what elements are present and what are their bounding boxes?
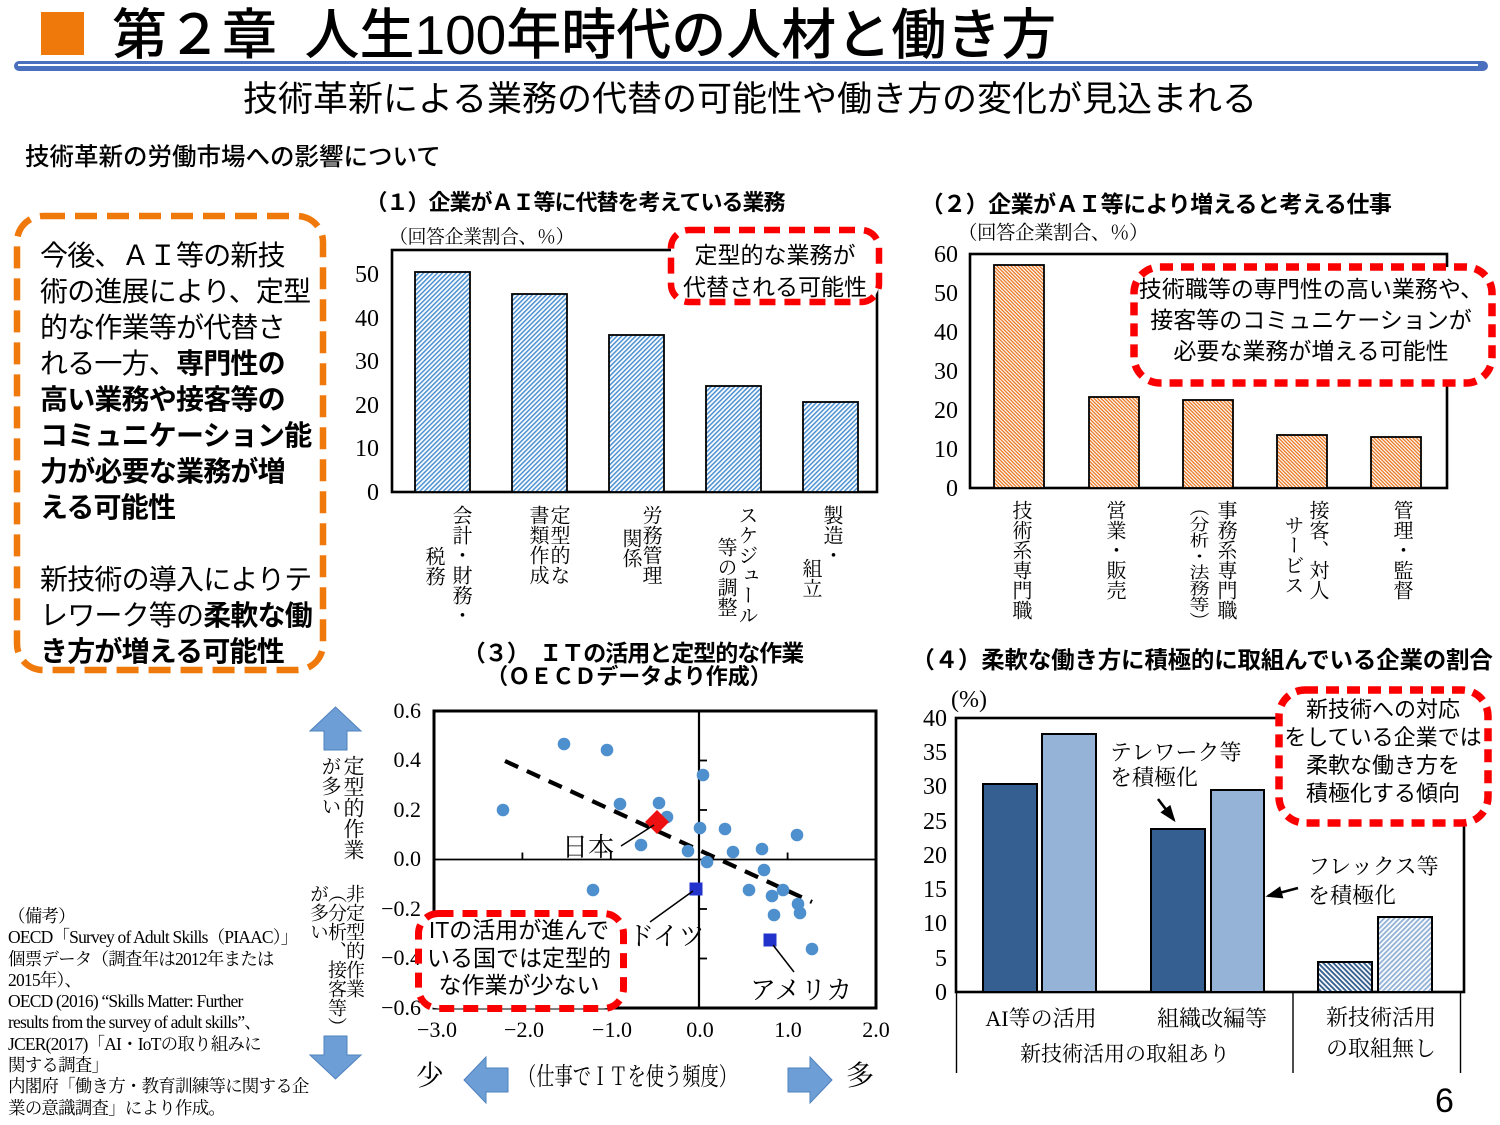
svg-text:30: 30 (923, 774, 947, 800)
svg-text:20: 20 (934, 398, 958, 424)
svg-text:10: 10 (923, 911, 947, 937)
svg-text:−0.2: −0.2 (381, 896, 421, 921)
svg-text:0: 0 (367, 480, 379, 506)
svg-text:2.0: 2.0 (862, 1017, 890, 1042)
svg-text:15: 15 (923, 877, 947, 903)
svg-text:10: 10 (934, 437, 958, 463)
svg-text:20: 20 (355, 393, 379, 419)
svg-text:−0.4: −0.4 (381, 945, 421, 970)
svg-text:50: 50 (934, 281, 958, 307)
svg-text:30: 30 (355, 349, 379, 375)
svg-text:40: 40 (923, 706, 947, 732)
svg-text:0: 0 (935, 980, 947, 1006)
svg-text:10: 10 (355, 436, 379, 462)
svg-text:−1.0: −1.0 (592, 1017, 632, 1042)
svg-text:25: 25 (923, 809, 947, 835)
svg-text:0.0: 0.0 (394, 846, 422, 871)
svg-text:40: 40 (934, 320, 958, 346)
svg-text:35: 35 (923, 740, 947, 766)
svg-text:50: 50 (355, 262, 379, 288)
svg-text:5: 5 (935, 946, 947, 972)
svg-text:0.4: 0.4 (394, 747, 422, 772)
svg-text:30: 30 (934, 359, 958, 385)
svg-text:0.0: 0.0 (686, 1017, 714, 1042)
svg-text:60: 60 (934, 242, 958, 268)
svg-text:−2.0: −2.0 (504, 1017, 544, 1042)
svg-text:−0.6: −0.6 (381, 995, 421, 1020)
svg-text:−3.0: −3.0 (417, 1017, 457, 1042)
svg-text:0.2: 0.2 (394, 797, 422, 822)
svg-text:0.6: 0.6 (394, 698, 422, 723)
svg-text:40: 40 (355, 306, 379, 332)
svg-text:20: 20 (923, 843, 947, 869)
svg-text:0: 0 (946, 476, 958, 502)
svg-text:1.0: 1.0 (774, 1017, 802, 1042)
